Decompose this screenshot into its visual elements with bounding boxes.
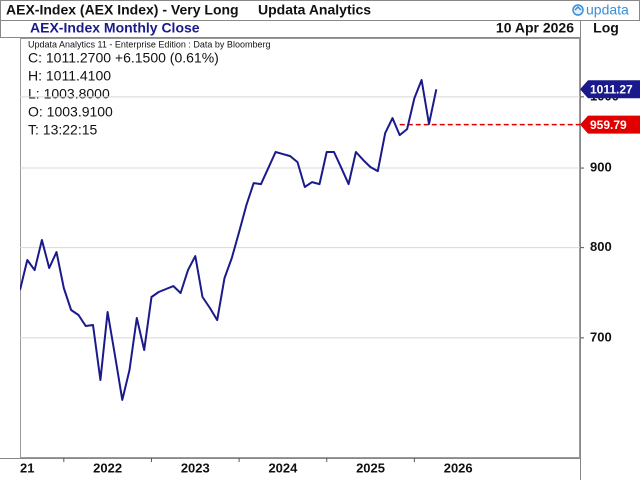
date: 10 Apr 2026	[496, 20, 574, 36]
info-line: T: 13:22:15	[28, 122, 97, 138]
x-tick-label: 2022	[93, 460, 122, 475]
current-label: 1011.27	[590, 82, 633, 96]
markers: 1011.27 959.79	[580, 80, 640, 134]
y-tick-label: 700	[590, 329, 612, 344]
reference-marker	[580, 115, 640, 134]
logo-text: updata	[586, 2, 629, 18]
scale-label: Log	[593, 20, 619, 36]
info-box: C: 1011.2700 +6.1500 (0.61%) H: 1011.4100…	[28, 50, 219, 138]
info-line: O: 1003.9100	[28, 104, 113, 120]
info-line: L: 1003.8000	[28, 86, 110, 102]
x-tick-label: 2021	[6, 460, 35, 475]
reference-label: 959.79	[590, 118, 627, 132]
chart-title: AEX-Index Monthly Close	[30, 20, 200, 36]
x-tick-label: 2024	[268, 460, 298, 475]
x-tick-label: 2023	[181, 460, 210, 475]
app-name: Updata Analytics	[258, 2, 371, 18]
y-tick-label: 800	[590, 239, 612, 254]
x-axis: 2021 2022 2023 2024 2025 2026	[6, 458, 473, 475]
current-marker	[580, 80, 640, 99]
x-tick-label: 2025	[356, 460, 385, 475]
info-line: H: 1011.4100	[28, 68, 111, 84]
price-line	[20, 79, 438, 401]
y-tick-label: 900	[590, 159, 612, 174]
window-title: AEX-Index (AEX Index) - Very Long	[6, 2, 239, 18]
source: Updata Analytics 11 - Enterprise Edition…	[28, 39, 270, 49]
plot	[20, 79, 580, 401]
grid	[20, 96, 580, 339]
x-tick-label: 2026	[444, 460, 473, 475]
logo-icon	[572, 4, 584, 16]
info-line: C: 1011.2700 +6.1500 (0.61%)	[28, 50, 219, 66]
